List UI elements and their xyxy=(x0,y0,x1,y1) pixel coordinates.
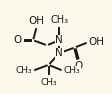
Text: CH₃: CH₃ xyxy=(50,15,68,25)
Text: CH₃: CH₃ xyxy=(40,78,57,87)
Text: O: O xyxy=(14,35,22,45)
Text: OH: OH xyxy=(29,16,45,26)
Text: OH: OH xyxy=(89,37,105,47)
Text: O: O xyxy=(74,61,82,71)
Text: N: N xyxy=(55,35,63,45)
Text: CH₃: CH₃ xyxy=(64,66,80,75)
Text: N: N xyxy=(55,48,63,58)
Text: CH₃: CH₃ xyxy=(16,66,32,75)
